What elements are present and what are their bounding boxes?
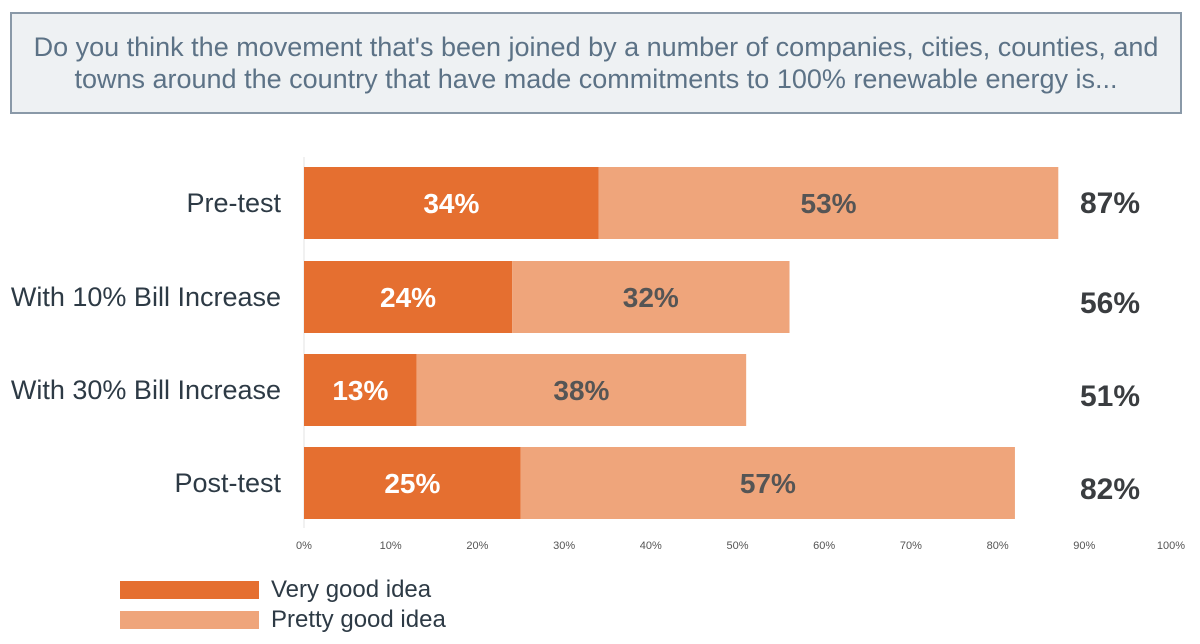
bar-segment-pretty-good <box>416 354 747 426</box>
segment-label-pretty-good: 38% <box>553 375 609 406</box>
x-tick-label: 80% <box>987 540 1009 552</box>
legend-item-very-good: Very good idea <box>120 576 431 604</box>
category-label: With 30% Bill Increase <box>11 375 281 405</box>
x-tick-label: 100% <box>1157 540 1185 552</box>
segment-label-pretty-good: 53% <box>801 188 857 219</box>
bar-segment-very-good <box>304 354 417 426</box>
total-label: 51% <box>1080 380 1140 413</box>
question-title: Do you think the movement that's been jo… <box>33 32 1159 94</box>
legend-swatch-pretty-good <box>120 611 259 629</box>
category-label: Pre-test <box>186 188 281 218</box>
bar-segment-very-good <box>304 261 513 333</box>
segment-label-very-good: 24% <box>380 282 436 313</box>
x-tick-label: 0% <box>296 540 312 552</box>
total-label: 87% <box>1080 187 1140 220</box>
x-tick-label: 70% <box>900 540 922 552</box>
bar-segment-very-good <box>304 447 521 519</box>
x-tick-label: 30% <box>553 540 575 552</box>
x-tick-label: 90% <box>1073 540 1095 552</box>
question-title-box: Do you think the movement that's been jo… <box>10 12 1182 114</box>
x-tick-label: 60% <box>813 540 835 552</box>
x-tick-label: 50% <box>726 540 748 552</box>
segment-label-pretty-good: 57% <box>740 468 796 499</box>
segment-label-pretty-good: 32% <box>623 282 679 313</box>
legend-swatch-very-good <box>120 581 259 599</box>
total-label: 56% <box>1080 287 1140 320</box>
segment-label-very-good: 13% <box>332 375 388 406</box>
x-tick-label: 40% <box>640 540 662 552</box>
legend-item-pretty-good: Pretty good idea <box>120 606 446 634</box>
bar-segment-pretty-good <box>598 167 1059 239</box>
total-label: 82% <box>1080 473 1140 506</box>
category-label: With 10% Bill Increase <box>11 282 281 312</box>
legend-label-very-good: Very good idea <box>271 576 432 603</box>
x-tick-label: 10% <box>380 540 402 552</box>
category-label: Post-test <box>174 468 281 498</box>
x-tick-label: 20% <box>466 540 488 552</box>
bar-segment-pretty-good <box>512 261 790 333</box>
bar-segment-very-good <box>304 167 599 239</box>
segment-label-very-good: 25% <box>384 468 440 499</box>
bar-segment-pretty-good <box>520 447 1015 519</box>
legend-label-pretty-good: Pretty good idea <box>271 606 446 633</box>
segment-label-very-good: 34% <box>423 188 479 219</box>
